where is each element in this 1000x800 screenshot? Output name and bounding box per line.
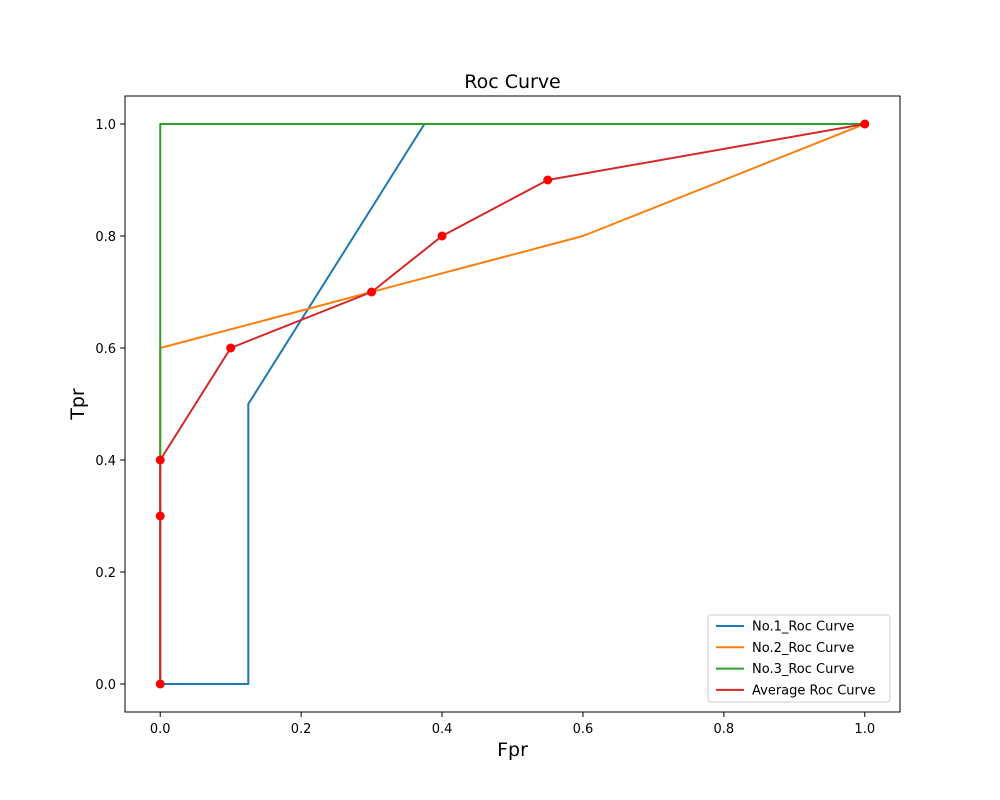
legend-entry: No.1_Roc Curve (752, 620, 854, 635)
legend-entry: No.2_Roc Curve (752, 641, 854, 656)
y-axis-label: Tpr (67, 388, 89, 421)
y-tick-label: 1.0 (95, 118, 116, 133)
series-4-point (367, 287, 377, 297)
x-tick-label: 0.6 (573, 722, 594, 737)
y-tick-label: 0.4 (95, 454, 116, 469)
y-tick-label: 0.8 (95, 230, 116, 245)
series-4-point (226, 343, 236, 353)
x-tick-label: 1.0 (854, 722, 875, 737)
series-4-point (543, 175, 553, 185)
series-4-point (860, 119, 870, 129)
legend-entry: No.3_Roc Curve (752, 662, 854, 677)
x-tick-label: 0.0 (150, 722, 171, 737)
series-line-4 (159, 123, 865, 684)
series-4-point (155, 511, 165, 521)
plot-area (124, 95, 901, 713)
y-axis-ticks: 0.0 0.2 0.4 0.6 0.8 1.0 (95, 118, 125, 693)
legend-box (707, 614, 891, 703)
chart-title: Roc Curve (464, 71, 561, 93)
x-axis-label: Fpr (497, 739, 528, 761)
series-4-point (437, 231, 447, 241)
series-4-point (155, 455, 165, 465)
y-tick-label: 0.0 (95, 678, 116, 693)
x-tick-label: 0.2 (291, 722, 312, 737)
legend-entry: Average Roc Curve (752, 683, 876, 698)
series-4-point (155, 679, 165, 689)
x-axis-ticks: 0.0 0.2 0.4 0.6 0.8 1.0 (150, 712, 875, 737)
y-tick-label: 0.6 (95, 342, 116, 357)
plot-frame (124, 95, 901, 713)
x-tick-label: 0.8 (714, 722, 735, 737)
y-tick-label: 0.2 (95, 566, 116, 581)
legend: No.1_Roc Curve No.2_Roc Curve No.3_Roc Cur… (707, 614, 891, 703)
x-tick-label: 0.4 (432, 722, 453, 737)
